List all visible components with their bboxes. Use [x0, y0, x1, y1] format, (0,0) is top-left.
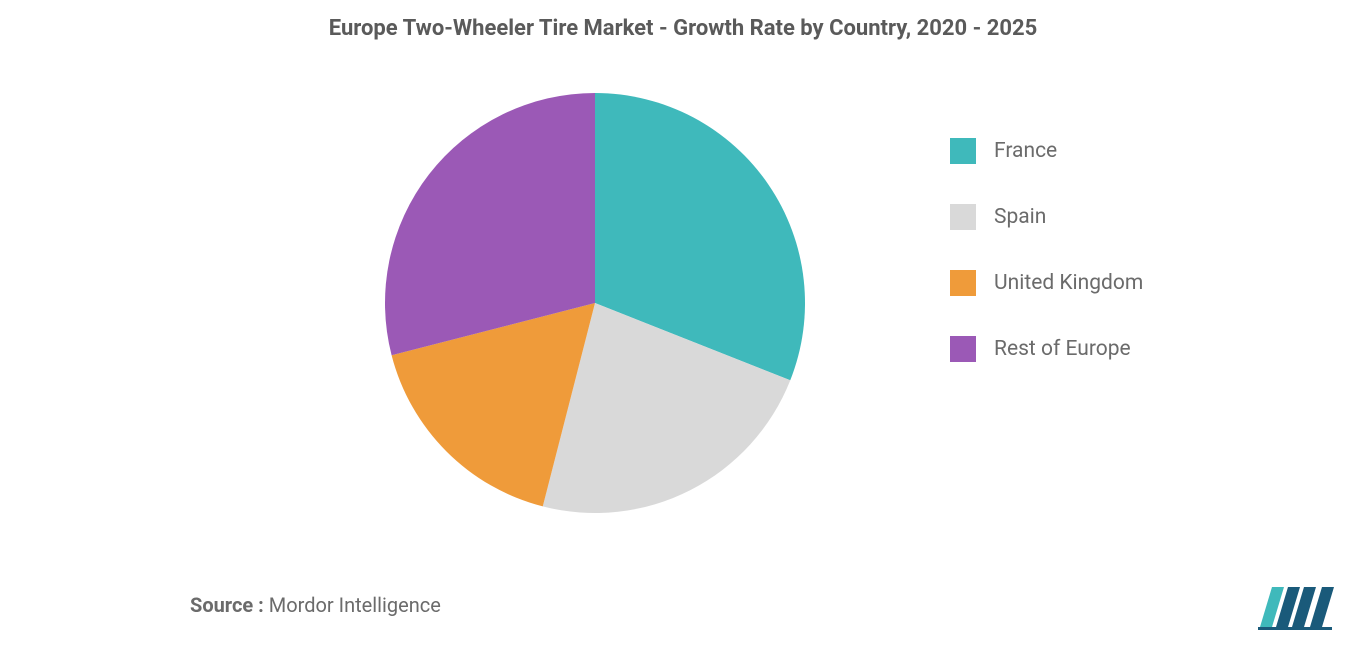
legend-item: United Kingdom	[950, 270, 1143, 296]
legend-label: United Kingdom	[994, 271, 1143, 295]
source-value: Mordor Intelligence	[269, 593, 441, 617]
legend-label: Spain	[994, 205, 1046, 229]
brand-logo-icon	[1256, 583, 1336, 631]
legend-swatch	[950, 336, 976, 362]
source-label: Source :	[190, 593, 264, 617]
legend: France Spain United Kingdom Rest of Europe	[950, 138, 1143, 362]
chart-area: France Spain United Kingdom Rest of Europe	[0, 78, 1366, 578]
source-footer: Source : Mordor Intelligence	[190, 593, 441, 617]
legend-item: France	[950, 138, 1143, 164]
legend-swatch	[950, 270, 976, 296]
chart-title: Europe Two-Wheeler Tire Market - Growth …	[0, 16, 1366, 41]
legend-label: Rest of Europe	[994, 337, 1131, 361]
legend-swatch	[950, 138, 976, 164]
legend-label: France	[994, 139, 1057, 163]
legend-swatch	[950, 204, 976, 230]
pie-chart	[380, 88, 810, 518]
legend-item: Rest of Europe	[950, 336, 1143, 362]
legend-item: Spain	[950, 204, 1143, 230]
